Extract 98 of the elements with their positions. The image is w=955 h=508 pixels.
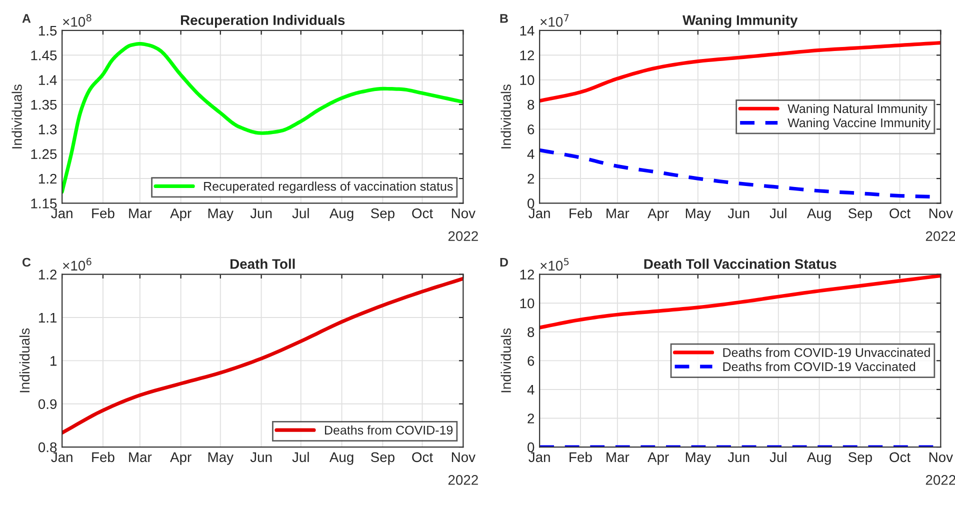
x-tick-label: Feb (570, 452, 592, 462)
y-tick-label: 8 (528, 327, 534, 338)
legend-label: Deaths from COVID-19 Unvaccinated (723, 348, 930, 357)
chart-title: Recuperation Individuals (180, 14, 345, 28)
x-tick-label: Jul (292, 208, 309, 218)
x-tick-label: Mar (606, 452, 630, 462)
x-tick-label: Apr (170, 452, 192, 465)
x-tick-label: Oct (412, 208, 433, 218)
x-tick-label: Mar (129, 208, 152, 218)
text: B (500, 14, 508, 23)
x-tick-label: Jul (292, 452, 309, 462)
text: A (22, 14, 31, 23)
x-tick-label: Nov (929, 452, 953, 462)
x-tick-label: Oct (890, 452, 910, 462)
y-axis-title: Individuals (500, 84, 511, 148)
y-tick-label: 0 (528, 442, 534, 452)
text: 2022 (926, 475, 955, 485)
y-tick-label: 1.45 (31, 50, 57, 60)
chart-title: Death Toll Vaccination Status (644, 258, 836, 269)
x-tick-label: Jan (528, 208, 550, 218)
y-tick-label: 1.25 (31, 149, 57, 160)
x-tick-label: Oct (890, 208, 910, 218)
y-tick-label: 6 (528, 124, 534, 134)
y-tick-label: 1.5 (38, 26, 57, 36)
y-tick-label: 10 (520, 75, 534, 85)
x-tick-label: Feb (570, 208, 592, 218)
y-tick-label: 0.9 (38, 399, 57, 410)
y-tick-label: 1.4 (38, 75, 57, 85)
y-tick-label: 2 (528, 174, 534, 184)
y-tick-label: 4 (527, 384, 534, 394)
y-tick-label: 6 (528, 356, 534, 366)
x-tick-label: Sep (848, 208, 872, 222)
x-tick-label: Aug (806, 208, 831, 222)
x-tick-label: May (208, 452, 234, 465)
text: 2022 (448, 475, 478, 485)
x-tick-label: Aug (329, 452, 354, 465)
text: C (22, 258, 31, 267)
x-tick-label: Sep (848, 452, 872, 465)
y-tick-label: 0 (528, 198, 534, 208)
y-tick-label: 4 (527, 149, 534, 159)
x-tick-label: Jun (250, 208, 272, 218)
x-tick-label: Jun (250, 452, 272, 462)
x-tick-label: Feb (92, 452, 114, 462)
x-tick-label: Jun (728, 452, 750, 462)
x-tick-label: Sep (370, 208, 394, 222)
x-tick-label: Jan (51, 208, 72, 218)
legend-label: Recuperated regardless of vaccination status (204, 182, 453, 194)
text: 2022 (926, 231, 955, 242)
x-tick-label: Aug (806, 452, 831, 465)
x-tick-label: Jun (728, 208, 750, 218)
x-tick-label: Nov (452, 452, 476, 462)
x-tick-label: Mar (606, 208, 630, 218)
y-tick-label: 1.2 (38, 174, 57, 184)
legend-label: Waning Vaccine Immunity (788, 118, 931, 130)
y-tick-label: 10 (520, 298, 534, 308)
x-tick-label: Jul (770, 452, 786, 462)
y-axis-title: Individuals (19, 328, 30, 392)
chart-title: Death Toll (230, 258, 295, 269)
y-tick-label: 1.35 (31, 100, 57, 110)
legend-label: Deaths from COVID-19 (325, 425, 453, 435)
y-tick-label: 1.15 (31, 198, 57, 208)
text: ×10$^{7}$ (540, 14, 569, 27)
x-tick-label: Sep (370, 452, 394, 465)
x-tick-label: Mar (129, 452, 152, 462)
y-tick-label: 1 (50, 356, 57, 366)
x-tick-label: Nov (929, 208, 953, 218)
legend-label: Waning Natural Immunity (788, 104, 928, 116)
x-tick-label: May (686, 452, 711, 465)
chart-title: Waning Immunity (682, 14, 798, 28)
y-tick-label: 14 (520, 26, 534, 36)
y-axis-title: Individuals (500, 328, 511, 392)
y-tick-label: 12 (520, 270, 534, 280)
x-tick-label: Apr (648, 452, 669, 465)
x-tick-label: Jan (528, 452, 550, 462)
x-tick-label: Nov (452, 208, 476, 218)
text: ×10$^{8}$ (63, 14, 92, 27)
text: ×10$^{6}$ (63, 258, 92, 271)
x-tick-label: Jul (770, 208, 786, 218)
text: 2022 (448, 231, 478, 242)
y-tick-label: 2 (528, 414, 534, 424)
x-tick-label: Apr (648, 208, 669, 222)
x-tick-label: May (208, 208, 234, 222)
text: D (500, 258, 508, 267)
y-tick-label: 0.8 (38, 442, 57, 452)
x-tick-label: Apr (170, 208, 192, 222)
y-tick-label: 12 (520, 50, 534, 60)
y-tick-label: 1.3 (38, 124, 57, 134)
text: ×10$^{5}$ (540, 258, 569, 271)
legend-label: Deaths from COVID-19 Vaccinated (723, 362, 916, 372)
y-axis-title: Individuals (12, 84, 22, 148)
x-tick-label: May (686, 208, 711, 222)
x-tick-label: Aug (329, 208, 354, 222)
y-tick-label: 1.1 (38, 312, 57, 323)
x-tick-label: Jan (51, 452, 72, 462)
y-tick-label: 8 (528, 100, 534, 110)
x-tick-label: Feb (92, 208, 114, 218)
x-tick-label: Oct (412, 452, 433, 462)
y-tick-label: 1.2 (38, 270, 57, 280)
